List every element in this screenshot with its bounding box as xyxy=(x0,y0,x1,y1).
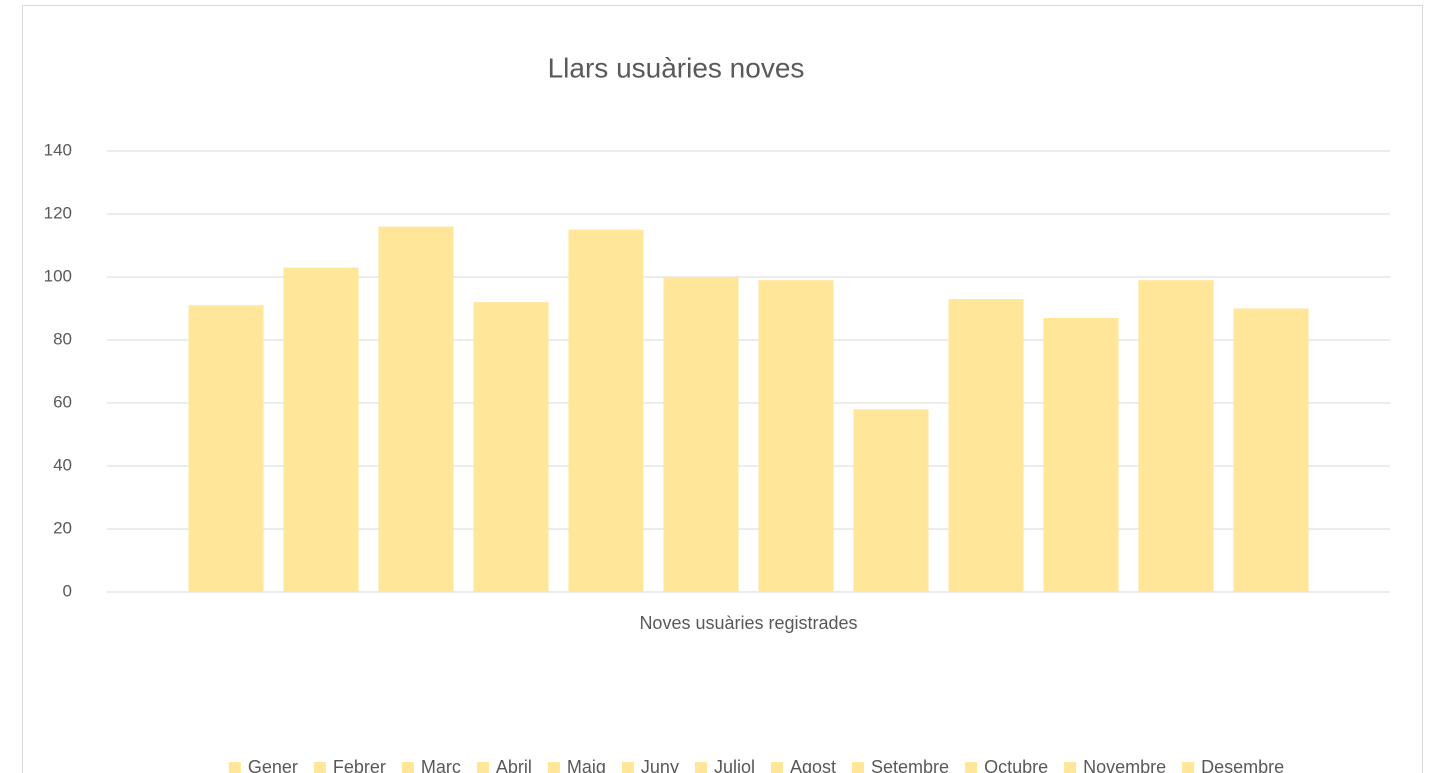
legend-swatch xyxy=(401,762,414,773)
bar xyxy=(568,229,644,592)
legend-label: Octubre xyxy=(984,757,1048,773)
legend-swatch xyxy=(852,762,865,773)
legend-label: Març xyxy=(421,757,461,773)
y-tick-label: 140 xyxy=(44,140,72,159)
legend-swatch xyxy=(228,762,241,773)
y-tick-label: 20 xyxy=(53,518,72,537)
chart-title: Llars usuàries noves xyxy=(548,52,805,83)
legend-label: Agost xyxy=(790,757,836,773)
legend-label: Juny xyxy=(641,757,679,773)
bar xyxy=(1233,308,1309,592)
legend-label: Abril xyxy=(496,757,532,773)
y-tick-label: 100 xyxy=(44,266,72,285)
legend-label: Febrer xyxy=(333,757,386,773)
legend-swatch xyxy=(694,762,707,773)
legend-label: Gener xyxy=(248,757,298,773)
bar xyxy=(758,280,834,592)
y-tick-label: 60 xyxy=(53,392,72,411)
y-tick-label: 40 xyxy=(53,455,72,474)
legend-label: Maig xyxy=(567,757,606,773)
legend-swatch xyxy=(770,762,783,773)
legend-label: Novembre xyxy=(1083,757,1166,773)
y-tick-label: 80 xyxy=(53,329,72,348)
bar xyxy=(473,302,549,592)
x-axis-category: Noves usuàries registrades xyxy=(639,613,857,633)
bar xyxy=(378,226,454,592)
bar xyxy=(283,267,359,592)
bar xyxy=(1043,317,1119,592)
y-tick-label: 0 xyxy=(63,581,72,600)
legend-swatch xyxy=(965,762,978,773)
bar xyxy=(853,409,929,592)
y-tick-label: 120 xyxy=(44,203,72,222)
legend-label: Juliol xyxy=(714,757,755,773)
bar xyxy=(188,305,264,592)
legend-swatch xyxy=(1182,762,1195,773)
legend-swatch xyxy=(621,762,634,773)
legend-label: Desembre xyxy=(1201,757,1284,773)
legend-swatch xyxy=(547,762,560,773)
bar xyxy=(948,299,1024,592)
legend-swatch xyxy=(313,762,326,773)
legend-swatch xyxy=(1064,762,1077,773)
bar xyxy=(1138,280,1214,592)
legend-swatch xyxy=(476,762,489,773)
legend-label: Setembre xyxy=(871,757,949,773)
bar xyxy=(663,277,739,592)
